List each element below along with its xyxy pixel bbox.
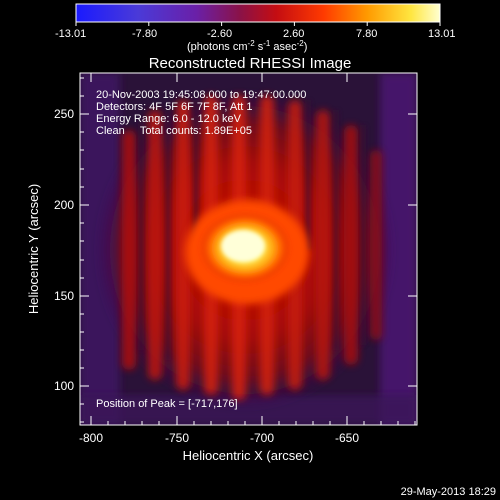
plot-title: Reconstructed RHESSI Image: [149, 55, 352, 72]
colorbar-tick-label: 7.80: [356, 28, 377, 40]
rhessi-image: [80, 73, 417, 425]
colorbar-tick-label: -13.01: [55, 28, 86, 40]
colorbar-tick-label: 13.01: [428, 28, 456, 40]
info-total-counts: Clean Total counts: 1.89E+05: [96, 125, 252, 137]
x-tick-label: -650: [335, 431, 359, 445]
x-tick-label: -800: [79, 431, 103, 445]
colorbar-tick-label: -2.60: [207, 28, 232, 40]
info-detectors: Detectors: 4F 5F 6F 7F 8F, Att 1: [96, 101, 253, 113]
x-axis-label: Heliocentric X (arcsec): [183, 448, 314, 463]
y-axis-ticks: [80, 77, 417, 423]
footer-timestamp: 29-May-2013 18:29: [401, 486, 496, 498]
observation-info: 20-Nov-2003 19:45:08.000 to 19:47:00.000…: [96, 89, 306, 137]
colorbar-gradient: [75, 3, 441, 23]
y-tick-label: 150: [54, 289, 74, 303]
y-tick-label: 200: [54, 198, 74, 212]
colorbar: -13.01 -7.80 -2.60 2.60 7.80 13.01 (phot…: [55, 3, 456, 53]
plot-frame: [79, 72, 418, 426]
info-energy-range: Energy Range: 6.0 - 12.0 keV: [96, 113, 242, 125]
colorbar-tick-label: -7.80: [132, 28, 157, 40]
x-tick-label: -750: [165, 431, 189, 445]
y-tick-label: 100: [54, 379, 74, 393]
x-axis-ticks: [90, 73, 416, 425]
info-time-range: 20-Nov-2003 19:45:08.000 to 19:47:00.000: [96, 89, 306, 101]
colorbar-tick-label: 2.60: [283, 28, 304, 40]
colorbar-unit-label: (photons cm-2 s-1 asec-2): [187, 39, 307, 53]
y-axis-label: Heliocentric Y (arcsec): [26, 184, 41, 314]
x-tick-label: -700: [250, 431, 274, 445]
y-tick-label: 250: [54, 107, 74, 121]
peak-position-label: Position of Peak = [-717,176]: [96, 398, 238, 410]
